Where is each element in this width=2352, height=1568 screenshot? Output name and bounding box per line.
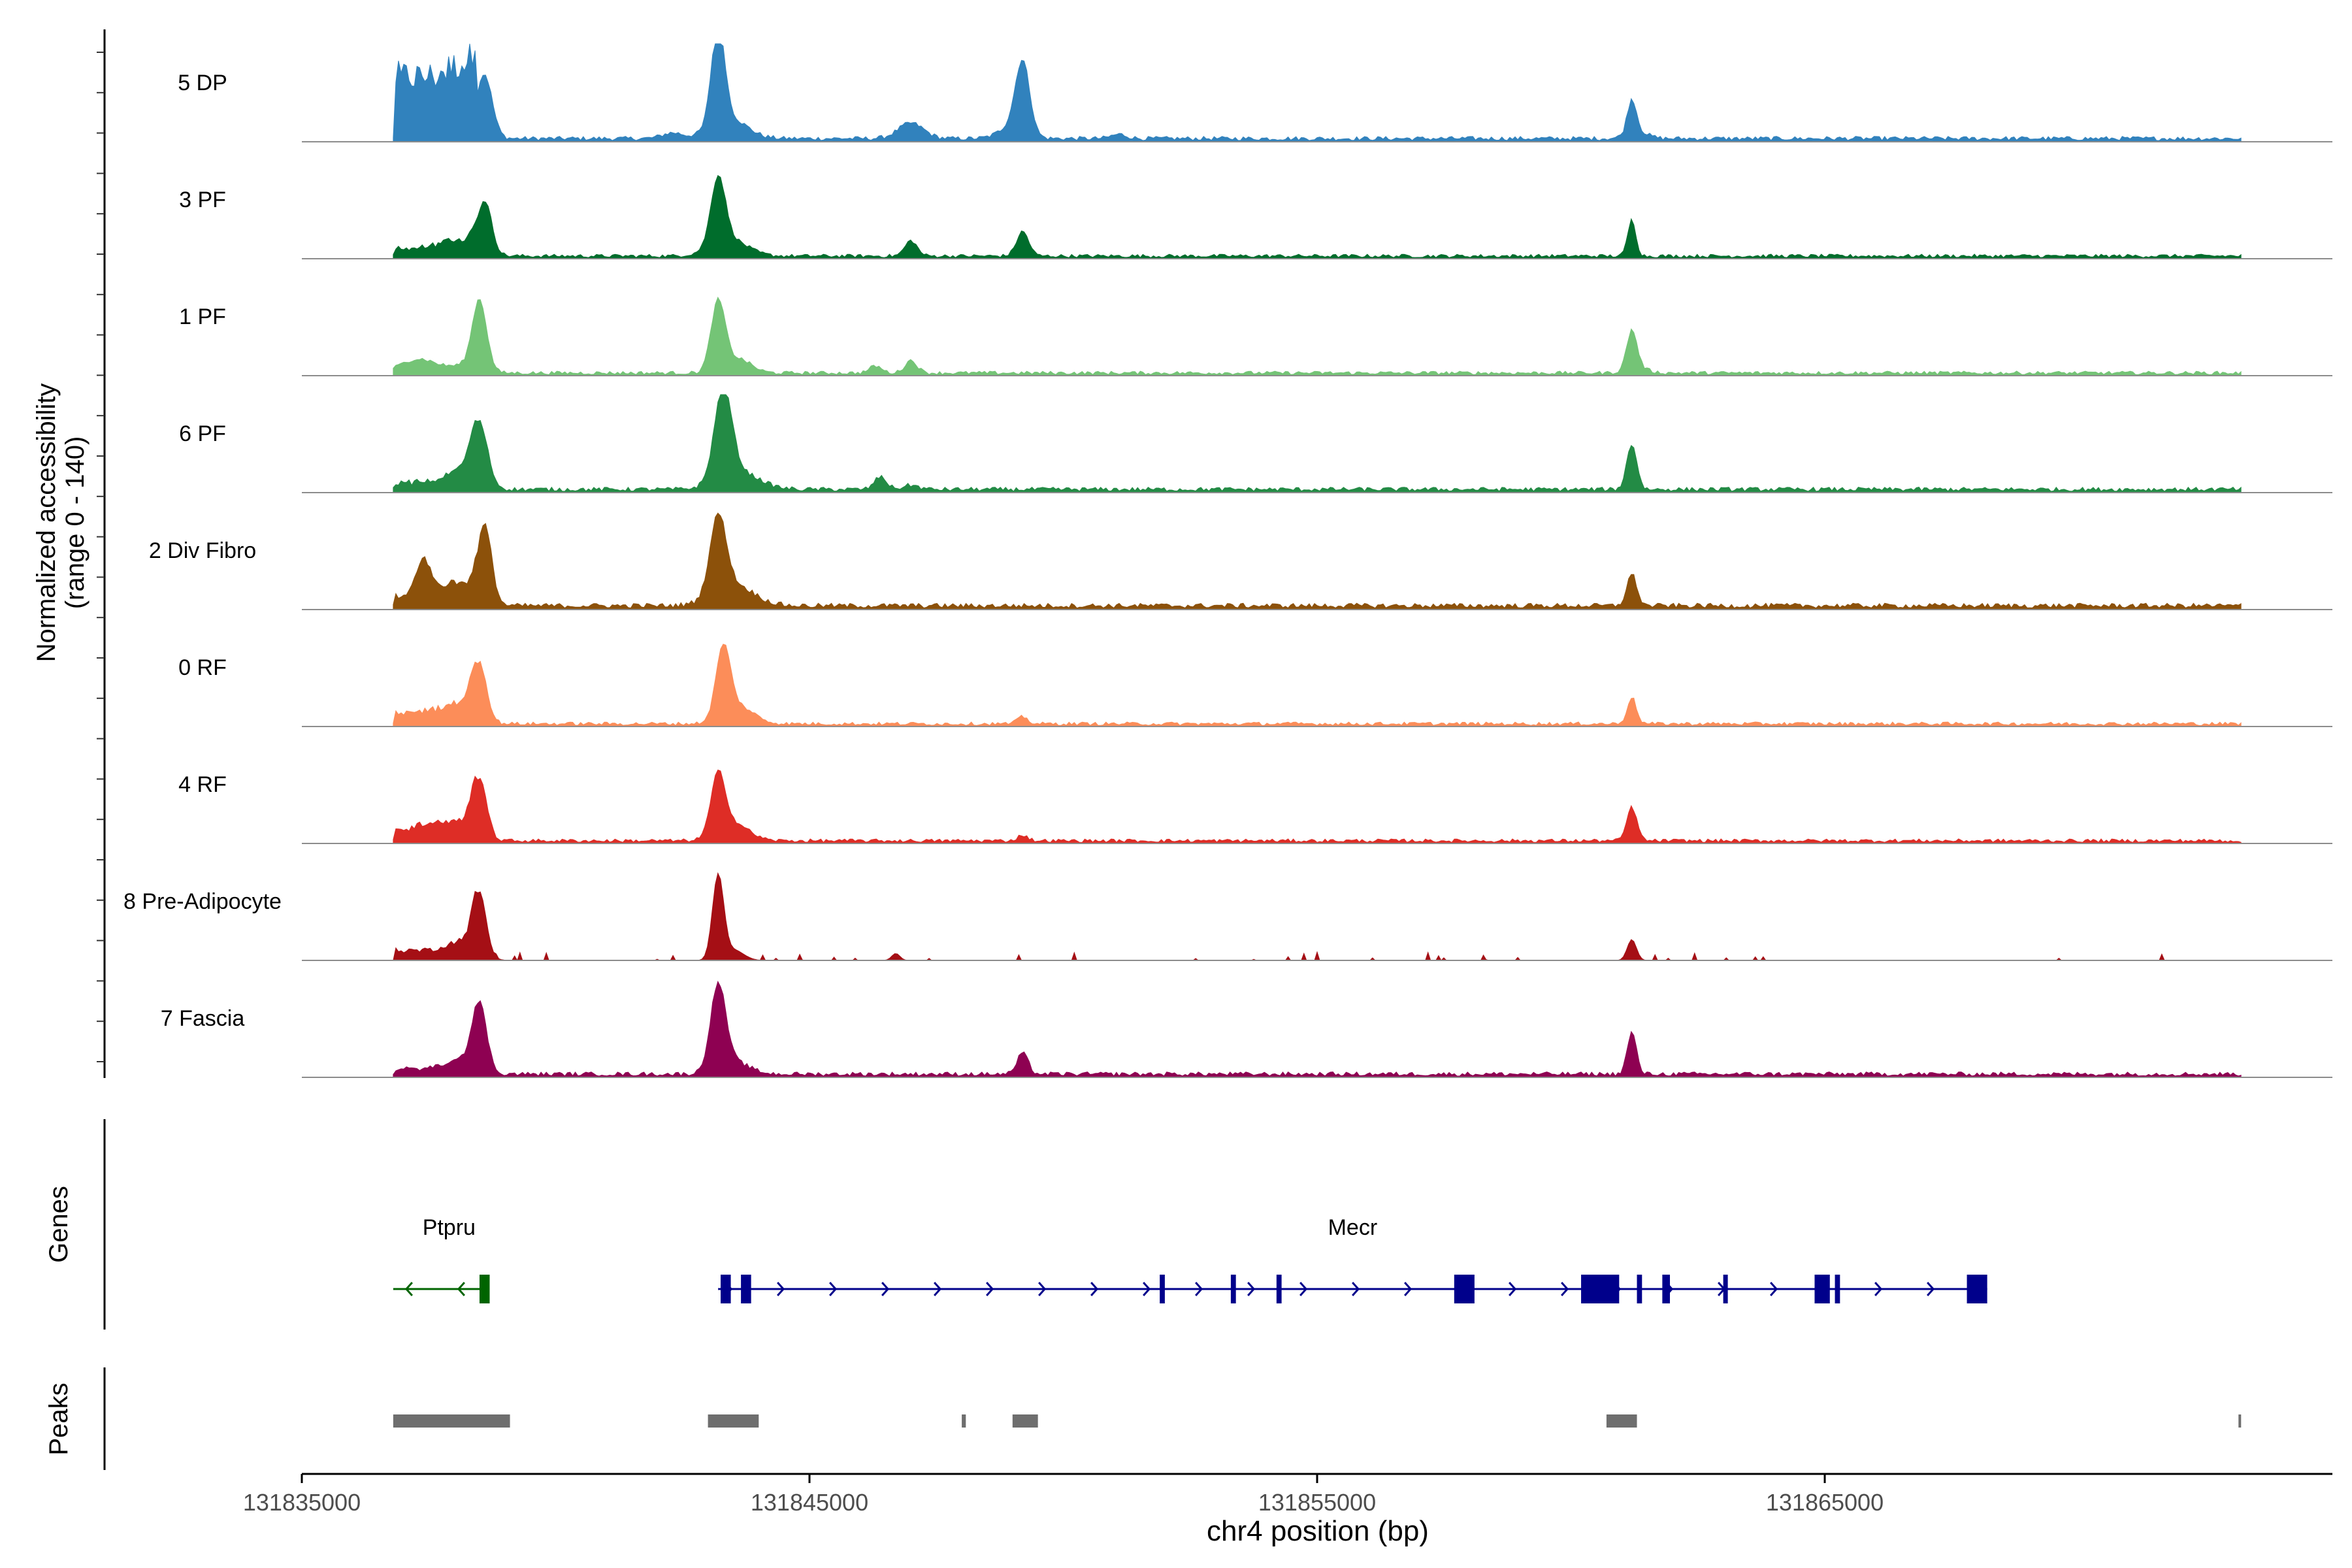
strand-chevron: [1874, 1281, 1883, 1297]
peak-region: [1606, 1414, 1637, 1428]
track-2-div-fibro: 2 Div Fibro: [149, 512, 2332, 610]
coverage-area: [393, 394, 2242, 493]
gene-exon: [1276, 1275, 1282, 1303]
genes-panel-label: Genes: [44, 1186, 73, 1263]
gene-label: Ptpru: [423, 1215, 476, 1240]
coverage-area: [393, 980, 2242, 1078]
track-6-pf: 6 PF: [179, 394, 2332, 493]
track-label: 7 Fascia: [161, 1006, 245, 1031]
track-3-pf: 3 PF: [179, 174, 2332, 259]
gene-exon: [1454, 1275, 1475, 1303]
gene-exon: [1637, 1275, 1642, 1303]
track-0-rf: 0 RF: [178, 644, 2332, 727]
gene-exon: [741, 1275, 751, 1303]
gene-exon: [1723, 1275, 1728, 1303]
strand-chevron: [777, 1281, 785, 1297]
x-axis: 131835000 131845000 131855000 131865000: [243, 1473, 2332, 1516]
peak-region: [708, 1414, 759, 1428]
track-label: 5 DP: [178, 71, 227, 95]
coverage-tracks: 5 DP 3 PF 1 PF 6 PF 2 Div Fibro 0 RF 4 RF 8 Pre…: [123, 43, 2332, 1078]
gene-exon: [721, 1275, 731, 1303]
track-label: 4 RF: [178, 772, 227, 797]
gene-ptpru: Ptpru: [393, 1215, 490, 1303]
gene-exon: [1967, 1275, 1987, 1303]
coverage-area: [393, 512, 2242, 610]
gene-track: Ptpru Mecr: [393, 1215, 1987, 1303]
gene-mecr: Mecr: [718, 1215, 1987, 1303]
gene-exon: [1662, 1275, 1671, 1303]
track-1-pf: 1 PF: [179, 297, 2332, 376]
peak-region: [1012, 1414, 1038, 1428]
y-axis-label-line1: Normalized accessibility: [32, 384, 61, 662]
strand-chevron: [1561, 1281, 1569, 1297]
coverage-area: [393, 43, 2242, 142]
peaks-panel-label: Peaks: [44, 1382, 73, 1455]
track-label: 8 Pre-Adipocyte: [123, 889, 282, 914]
gene-exon: [479, 1275, 490, 1303]
track-4-rf: 4 RF: [178, 769, 2332, 844]
gene-exon: [1230, 1275, 1236, 1303]
peak-region: [2238, 1414, 2242, 1428]
gene-exon: [1581, 1275, 1620, 1303]
strand-chevron: [1404, 1281, 1413, 1297]
strand-chevron: [457, 1281, 465, 1297]
coverage-area: [393, 174, 2242, 259]
peak-region: [962, 1414, 966, 1428]
coverage-area: [393, 769, 2242, 844]
strand-chevron: [1143, 1281, 1151, 1297]
coverage-area: [393, 644, 2242, 727]
peak-track: [393, 1414, 2242, 1428]
strand-chevron: [881, 1281, 890, 1297]
strand-chevron: [1509, 1281, 1517, 1297]
y-axis-label-line2: (range 0 - 140): [61, 436, 90, 610]
strand-chevron: [1090, 1281, 1099, 1297]
coverage-area: [393, 297, 2242, 376]
peak-region: [393, 1414, 510, 1428]
strand-chevron: [1195, 1281, 1203, 1297]
x-tick-label: 131865000: [1766, 1489, 1884, 1516]
gene-exon: [1160, 1275, 1165, 1303]
x-tick-label: 131855000: [1258, 1489, 1376, 1516]
track-7-fascia: 7 Fascia: [161, 980, 2332, 1078]
strand-chevron: [829, 1281, 838, 1297]
strand-chevron: [1299, 1281, 1308, 1297]
strand-chevron: [1352, 1281, 1360, 1297]
track-8-pre-adipocyte: 8 Pre-Adipocyte: [123, 872, 2332, 962]
track-label: 1 PF: [179, 304, 226, 329]
strand-chevron: [1247, 1281, 1256, 1297]
track-label: 0 RF: [178, 655, 227, 680]
strand-chevron: [934, 1281, 942, 1297]
gene-label: Mecr: [1328, 1215, 1378, 1240]
strand-chevron: [1770, 1281, 1778, 1297]
x-tick-label: 131845000: [751, 1489, 868, 1516]
strand-chevron: [1927, 1281, 1935, 1297]
x-axis-label: chr4 position (bp): [1207, 1515, 1429, 1547]
strand-chevron: [404, 1281, 413, 1297]
track-5-dp: 5 DP: [178, 43, 2332, 142]
strand-chevron: [986, 1281, 994, 1297]
gene-exon: [1814, 1275, 1830, 1303]
track-label: 2 Div Fibro: [149, 538, 256, 563]
gene-exon: [1835, 1275, 1840, 1303]
track-label: 6 PF: [179, 421, 226, 446]
x-tick-label: 131835000: [243, 1489, 361, 1516]
strand-chevron: [1038, 1281, 1047, 1297]
coverage-y-axis: [97, 29, 106, 1078]
track-label: 3 PF: [179, 188, 226, 212]
